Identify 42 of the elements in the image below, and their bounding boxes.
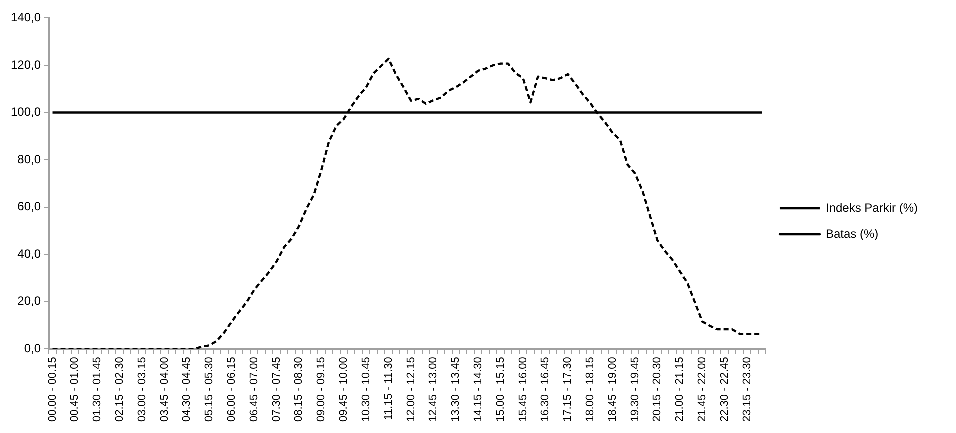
y-tick-label: 40,0 bbox=[18, 246, 42, 261]
x-tick-label: 01.30 - 01.45 bbox=[92, 357, 104, 422]
y-tick-label: 100,0 bbox=[11, 105, 42, 120]
x-tick-label: 15.45 - 16.00 bbox=[517, 357, 530, 422]
x-tick-label: 21.00 - 21.15 bbox=[674, 357, 686, 422]
x-tick-label: 23.15 - 23.30 bbox=[741, 357, 754, 422]
x-tick-label: 02.15 - 02.30 bbox=[114, 357, 126, 422]
x-tick-label: 14.15 - 14.30 bbox=[472, 357, 484, 422]
y-tick-label: 140,0 bbox=[11, 10, 42, 25]
x-tick-label: 18.00 - 18.15 bbox=[584, 357, 597, 422]
x-tick-label: 06.00 - 06.15 bbox=[226, 357, 238, 422]
x-tick-label: 06.45 - 07.00 bbox=[248, 357, 260, 422]
x-tick-label: 10.30 - 10.45 bbox=[360, 357, 372, 422]
x-tick-label: 03.00 - 03.15 bbox=[136, 357, 148, 422]
x-tick-label: 09.45 - 10.00 bbox=[338, 357, 350, 422]
x-tick-label: 19.30 - 19.45 bbox=[629, 357, 642, 422]
x-tick-label: 03.45 - 04.00 bbox=[158, 357, 171, 422]
x-tick-label: 12.45 - 13.00 bbox=[428, 357, 440, 422]
x-tick-label: 18.45 - 19.00 bbox=[606, 357, 619, 422]
y-tick-label: 20,0 bbox=[18, 294, 42, 308]
y-tick-label: 120,0 bbox=[11, 58, 42, 72]
x-tick-label: 09.00 - 09.15 bbox=[316, 357, 328, 422]
y-tick-label: 80,0 bbox=[18, 152, 42, 166]
y-tick-label: 0,0 bbox=[24, 341, 42, 356]
x-tick-label: 00.45 - 01.00 bbox=[69, 357, 82, 422]
x-tick-label: 07.30 - 07.45 bbox=[270, 357, 283, 422]
x-tick-label: 11.15 - 11.30 bbox=[382, 357, 395, 420]
x-tick-label: 04.30 - 04.45 bbox=[181, 357, 194, 422]
legend-label: Indeks Parkir (%) bbox=[826, 200, 918, 215]
x-tick-label: 20.15 - 20.30 bbox=[652, 357, 664, 422]
x-tick-label: 12.00 - 12.15 bbox=[405, 357, 418, 422]
x-tick-label: 13.30 - 13.45 bbox=[450, 357, 462, 422]
x-tick-label: 22.30 - 22.45 bbox=[718, 357, 731, 422]
x-tick-label: 08.15 - 08.30 bbox=[293, 357, 306, 422]
x-tick-label: 00.00 - 00.15 bbox=[46, 357, 59, 422]
x-tick-label: 05.15 - 05.30 bbox=[204, 357, 216, 422]
x-tick-label: 21.45 - 22.00 bbox=[696, 357, 709, 422]
x-tick-label: 16.30 - 16.45 bbox=[540, 357, 552, 422]
x-tick-label: 17.15 - 17.30 bbox=[562, 357, 574, 422]
legend-label: Batas (%) bbox=[826, 226, 879, 241]
y-tick-label: 60,0 bbox=[18, 200, 42, 214]
x-tick-label: 15.00 - 15.15 bbox=[494, 357, 507, 422]
